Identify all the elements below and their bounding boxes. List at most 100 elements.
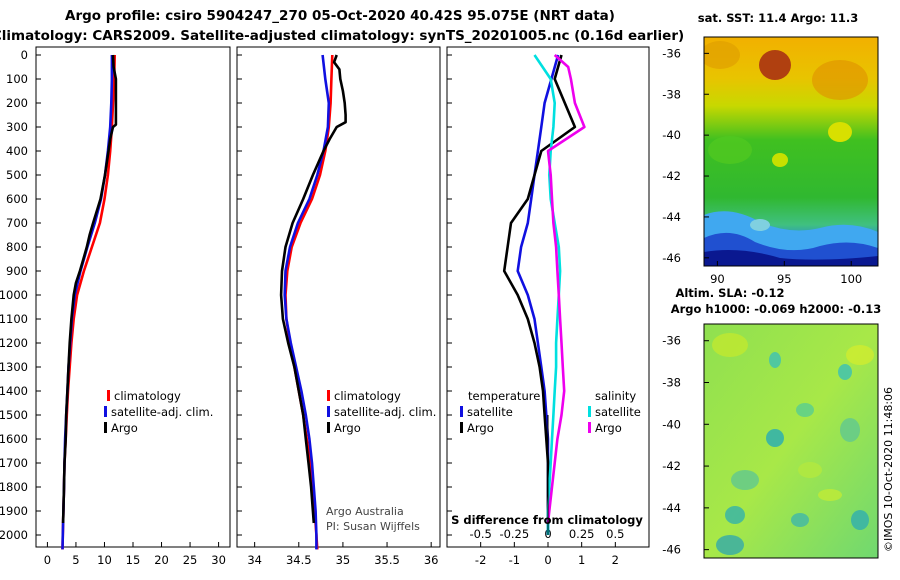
legend-swatch-temp-argo xyxy=(460,422,463,433)
imos-footer: ©IMOS 10-Oct-2020 11:48:06 xyxy=(882,387,895,552)
x-tick-label: 0 xyxy=(44,553,51,567)
pi-label: PI: Susan Wijffels xyxy=(326,520,420,533)
depth-tick-label: 1400 xyxy=(0,384,28,398)
depth-tick-label: 2000 xyxy=(0,528,28,542)
sst-map-frame xyxy=(703,36,879,267)
map-lat-label: -46 xyxy=(662,543,681,557)
x-tick-label: 34.5 xyxy=(286,553,312,567)
legend-swatch-temp-satellite xyxy=(460,406,463,417)
depth-tick-label: 400 xyxy=(6,144,28,158)
sal-diff-tick-label: 0.5 xyxy=(606,527,624,541)
depth-tick-label: 1900 xyxy=(0,504,28,518)
depth-tick-label: 1000 xyxy=(0,288,28,302)
map-lat-label: -36 xyxy=(662,334,681,348)
salinity-argo-line xyxy=(279,54,347,524)
legend-swatch-sal-satellite xyxy=(588,406,591,417)
depth-tick-label: 600 xyxy=(6,192,28,206)
x-tick-label: 10 xyxy=(97,553,112,567)
legend-swatch-argo xyxy=(104,422,107,433)
diff-temp-argo-line xyxy=(502,54,577,523)
x-tick-label: 1 xyxy=(578,553,585,567)
legend-label-satellite: satellite-adj. clim. xyxy=(334,405,436,419)
x-tick-label: 25 xyxy=(183,553,198,567)
depth-tick-label: 0 xyxy=(21,48,28,62)
map-lat-label: -38 xyxy=(662,87,681,101)
sla-map-title: Altim. SLA: -0.12 xyxy=(675,286,784,300)
depth-tick-label: 1500 xyxy=(0,408,28,422)
map-lat-label: -40 xyxy=(662,128,681,142)
depth-tick-label: 300 xyxy=(6,120,28,134)
depth-tick-label: 1100 xyxy=(0,312,28,326)
temperature-legend: climatology satellite-adj. clim. Argo xyxy=(104,389,213,435)
map-lat-label: -44 xyxy=(662,501,681,515)
legend-swatch-climatology xyxy=(107,390,110,401)
argo-australia-label: Argo Australia xyxy=(326,505,404,518)
legend-label-satellite: satellite-adj. clim. xyxy=(111,405,213,419)
depth-tick-label: 1200 xyxy=(0,336,28,350)
depth-tick-label: 200 xyxy=(6,96,28,110)
temperature-series xyxy=(61,54,118,550)
depth-tick-label: 1700 xyxy=(0,456,28,470)
legend-label-temp-satellite: satellite xyxy=(467,405,513,419)
temperature-x-axis: 0 5 10 15 20 25 30 xyxy=(44,542,226,567)
x-tick-label: 35 xyxy=(336,553,351,567)
sal-diff-tick-label: -0.25 xyxy=(499,527,529,541)
difference-xlabel: S difference from climatology xyxy=(451,513,643,527)
x-tick-label: -2 xyxy=(475,553,486,567)
map-lat-label: -38 xyxy=(662,376,681,390)
diff-temp-satellite-line xyxy=(516,54,560,535)
sal-diff-tick-label: 0.25 xyxy=(569,527,595,541)
map-lat-label: -44 xyxy=(662,210,681,224)
diff-sal-argo-line xyxy=(546,54,586,524)
title-line-2: Climatology: CARS2009. Satellite-adjuste… xyxy=(0,28,684,44)
depth-tick-label: 1600 xyxy=(0,432,28,446)
salinity-legend: climatology satellite-adj. clim. Argo xyxy=(327,389,436,435)
map-lon-label: 100 xyxy=(840,272,862,286)
sst-map-axes: -36 -38 -40 -42 -44 -46 90 95 100 xyxy=(662,46,862,286)
salinity-panel-frame xyxy=(236,46,441,548)
map-lat-label: -42 xyxy=(662,459,681,473)
title-line-1: Argo profile: csiro 5904247_270 05-Oct-2… xyxy=(65,8,615,24)
legend-swatch-satellite xyxy=(327,406,330,417)
map-lat-label: -42 xyxy=(662,169,681,183)
map-lon-label: 95 xyxy=(777,272,792,286)
sst-map-title: sat. SST: 11.4 Argo: 11.3 xyxy=(698,11,858,25)
depth-tick-label: 900 xyxy=(6,264,28,278)
map-lon-label: 90 xyxy=(710,272,725,286)
legend-swatch-sal-argo xyxy=(588,422,591,433)
legend-label-climatology: climatology xyxy=(114,389,181,403)
depth-tick-label: 700 xyxy=(6,216,28,230)
depth-tick-label: 100 xyxy=(6,72,28,86)
depth-tick-label: 1300 xyxy=(0,360,28,374)
sla-map-image xyxy=(704,324,878,558)
difference-series xyxy=(502,54,586,535)
temperature-argo-line xyxy=(61,54,118,524)
x-tick-label: 34 xyxy=(247,553,262,567)
depth-tick-label: 1800 xyxy=(0,480,28,494)
sst-map-image xyxy=(704,37,878,266)
x-tick-label: 36 xyxy=(424,553,439,567)
legend-heading-temperature: temperature xyxy=(468,389,540,403)
sla-map-axes: -36 -38 -40 -42 -44 -46 xyxy=(662,334,709,557)
salinity-series xyxy=(279,54,347,550)
x-tick-label: 30 xyxy=(211,553,226,567)
salinity-x-axis: 34 34.5 35 35.5 36 xyxy=(247,542,438,567)
x-tick-label: -1 xyxy=(509,553,520,567)
map-lat-label: -36 xyxy=(662,46,681,60)
x-tick-label: 35.5 xyxy=(374,553,400,567)
depth-axis: 0 100 200 300 400 500 600 700 800 900 1000 1100 1200… xyxy=(0,48,452,542)
difference-legend: temperature salinity satellite Argo sate… xyxy=(460,389,641,435)
legend-swatch-satellite xyxy=(104,406,107,417)
legend-label-argo: Argo xyxy=(334,421,361,435)
x-tick-label: 5 xyxy=(72,553,79,567)
temperature-climatology-line xyxy=(61,54,116,550)
legend-swatch-argo xyxy=(327,422,330,433)
x-tick-label: 0 xyxy=(544,553,551,567)
sal-diff-tick-label: -0.5 xyxy=(469,527,491,541)
legend-swatch-climatology xyxy=(327,390,330,401)
map-lat-label: -46 xyxy=(662,251,681,265)
sla-map-frame xyxy=(703,323,879,559)
legend-label-climatology: climatology xyxy=(334,389,401,403)
